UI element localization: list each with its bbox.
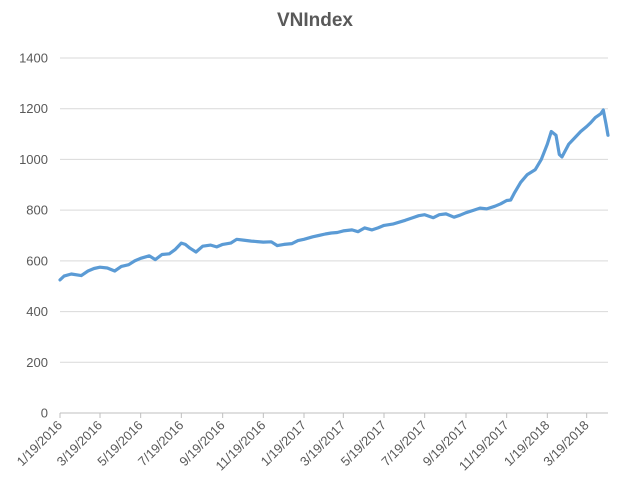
y-tick-label: 1400 xyxy=(19,51,48,66)
chart-title: VNIndex xyxy=(276,10,354,31)
y-tick-labels: 0 200 400 600 800 1000 1200 1400 xyxy=(19,51,48,421)
y-tick-label: 1000 xyxy=(19,152,48,167)
y-tick-label: 0 xyxy=(41,406,48,421)
gridlines xyxy=(60,57,608,363)
series-layer xyxy=(58,108,610,282)
x-tick-labels: 1/19/20163/19/20165/19/20167/19/20169/19… xyxy=(14,418,592,474)
y-tick-label: 400 xyxy=(26,304,48,319)
y-tick-label: 200 xyxy=(26,355,48,370)
axes xyxy=(59,412,608,418)
y-tick-label: 800 xyxy=(26,203,48,218)
y-tick-label: 600 xyxy=(26,253,48,268)
y-tick-label: 1200 xyxy=(19,101,48,116)
series-line-vnindex xyxy=(58,108,610,282)
